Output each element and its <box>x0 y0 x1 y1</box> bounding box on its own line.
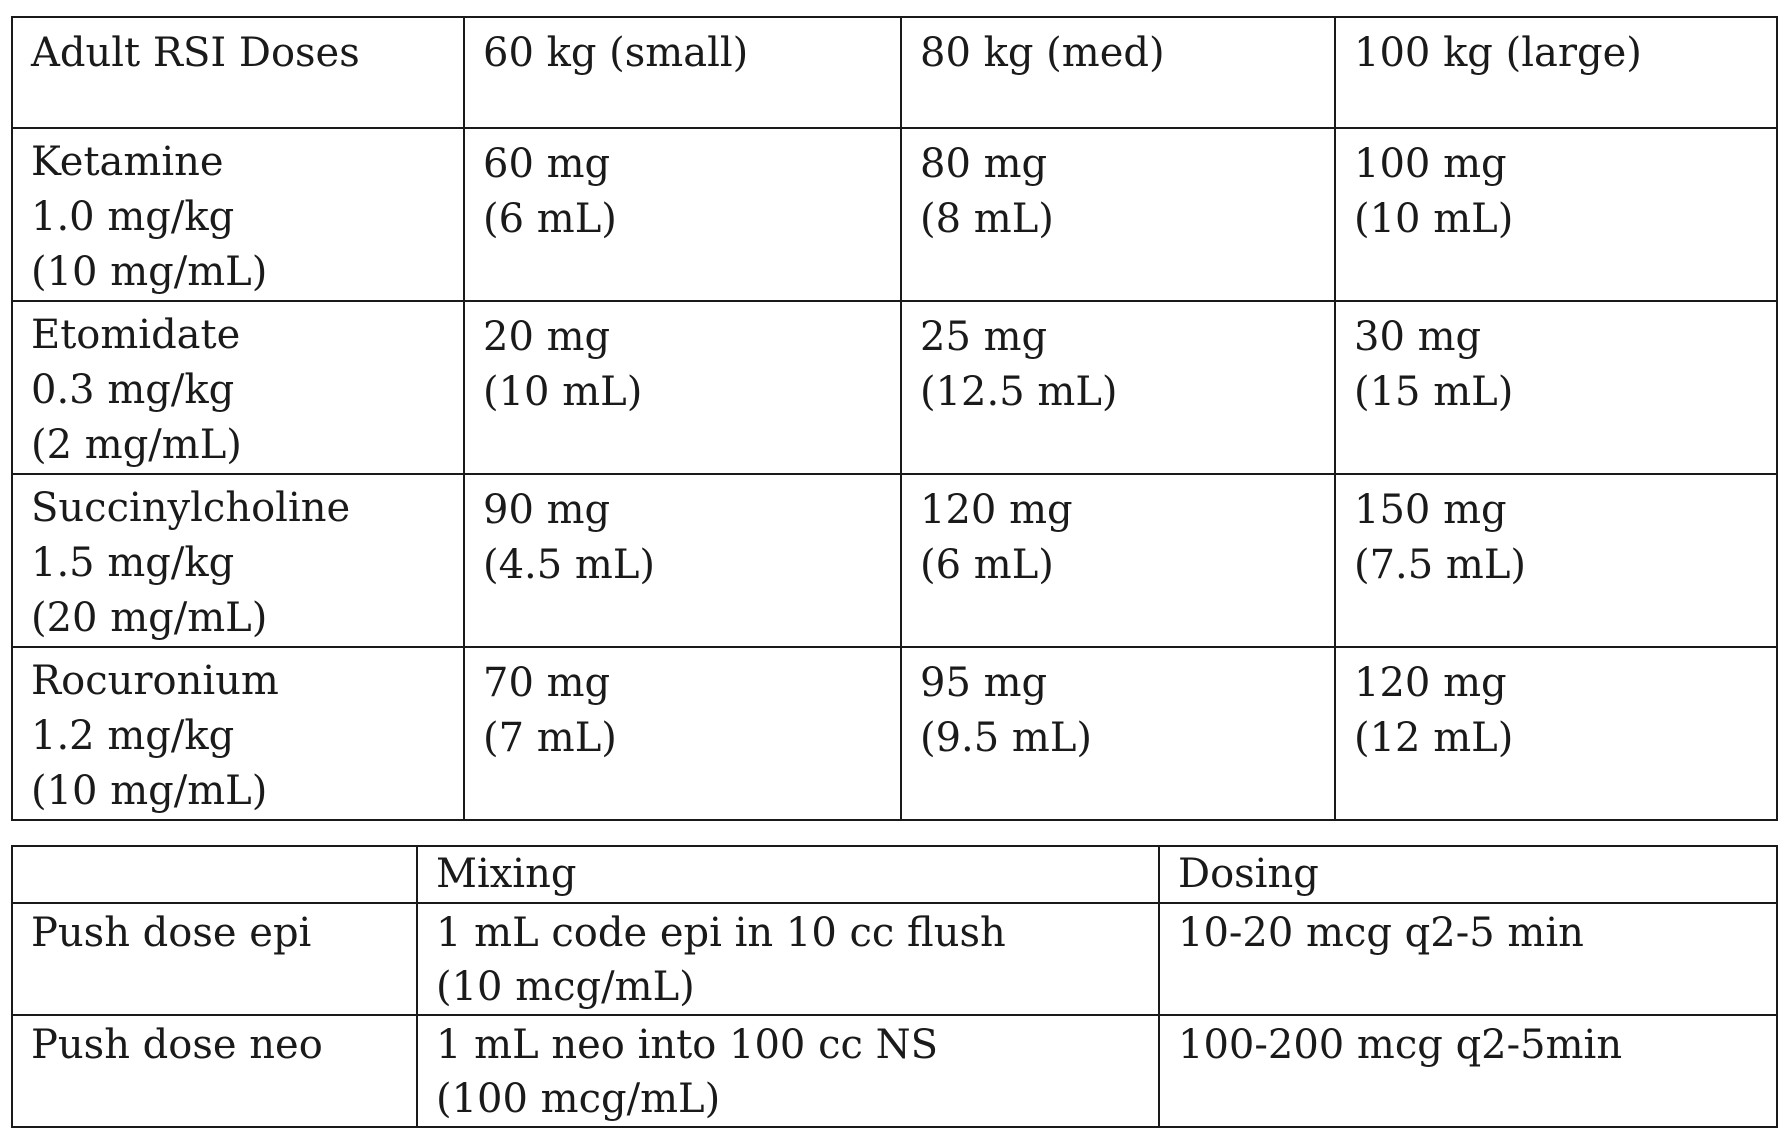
dose-cell-60kg: 70 mg (7 mL) <box>463 646 902 821</box>
push-header-blank <box>11 845 418 904</box>
push-dose-table: Mixing Dosing Push dose epi 1 mL code ep… <box>11 845 1778 1128</box>
dose-cell-60kg: 90 mg (4.5 mL) <box>463 473 902 648</box>
push-row-neo: Push dose neo 1 mL neo into 100 cc NS (1… <box>11 1014 1778 1128</box>
push-header-dosing: Dosing <box>1158 845 1778 904</box>
drug-name-cell: Succinylcholine 1.5 mg/kg (20 mg/mL) <box>11 473 465 648</box>
dose-cell-100kg: 120 mg (12 mL) <box>1334 646 1778 821</box>
dose-cell-60kg: 60 mg (6 mL) <box>463 127 902 302</box>
dose-cell-80kg: 120 mg (6 mL) <box>900 473 1336 648</box>
push-dosing-cell: 100-200 mcg q2-5min <box>1158 1014 1778 1128</box>
rsi-row-rocuronium: Rocuronium 1.2 mg/kg (10 mg/mL) 70 mg (7… <box>11 646 1778 821</box>
push-name-cell: Push dose epi <box>11 902 418 1016</box>
rsi-header-title: Adult RSI Doses <box>11 16 465 129</box>
push-mixing-cell: 1 mL neo into 100 cc NS (100 mcg/mL) <box>416 1014 1160 1128</box>
push-mixing-cell: 1 mL code epi in 10 cc flush (10 mcg/mL) <box>416 902 1160 1016</box>
rsi-header-row: Adult RSI Doses 60 kg (small) 80 kg (med… <box>11 16 1778 129</box>
rsi-header-60kg: 60 kg (small) <box>463 16 902 129</box>
dose-cell-80kg: 95 mg (9.5 mL) <box>900 646 1336 821</box>
push-header-row: Mixing Dosing <box>11 845 1778 904</box>
dose-cell-80kg: 80 mg (8 mL) <box>900 127 1336 302</box>
rsi-row-etomidate: Etomidate 0.3 mg/kg (2 mg/mL) 20 mg (10 … <box>11 300 1778 475</box>
dose-cell-100kg: 150 mg (7.5 mL) <box>1334 473 1778 648</box>
push-dosing-cell: 10-20 mcg q2-5 min <box>1158 902 1778 1016</box>
dose-cell-60kg: 20 mg (10 mL) <box>463 300 902 475</box>
rsi-header-100kg: 100 kg (large) <box>1334 16 1778 129</box>
drug-name-cell: Rocuronium 1.2 mg/kg (10 mg/mL) <box>11 646 465 821</box>
drug-name-cell: Ketamine 1.0 mg/kg (10 mg/mL) <box>11 127 465 302</box>
rsi-row-succinylcholine: Succinylcholine 1.5 mg/kg (20 mg/mL) 90 … <box>11 473 1778 648</box>
dose-cell-80kg: 25 mg (12.5 mL) <box>900 300 1336 475</box>
push-name-cell: Push dose neo <box>11 1014 418 1128</box>
rsi-row-ketamine: Ketamine 1.0 mg/kg (10 mg/mL) 60 mg (6 m… <box>11 127 1778 302</box>
push-header-mixing: Mixing <box>416 845 1160 904</box>
push-row-epi: Push dose epi 1 mL code epi in 10 cc flu… <box>11 902 1778 1016</box>
rsi-header-80kg: 80 kg (med) <box>900 16 1336 129</box>
dose-cell-100kg: 30 mg (15 mL) <box>1334 300 1778 475</box>
drug-name-cell: Etomidate 0.3 mg/kg (2 mg/mL) <box>11 300 465 475</box>
dose-cell-100kg: 100 mg (10 mL) <box>1334 127 1778 302</box>
rsi-dose-table: Adult RSI Doses 60 kg (small) 80 kg (med… <box>11 16 1778 821</box>
